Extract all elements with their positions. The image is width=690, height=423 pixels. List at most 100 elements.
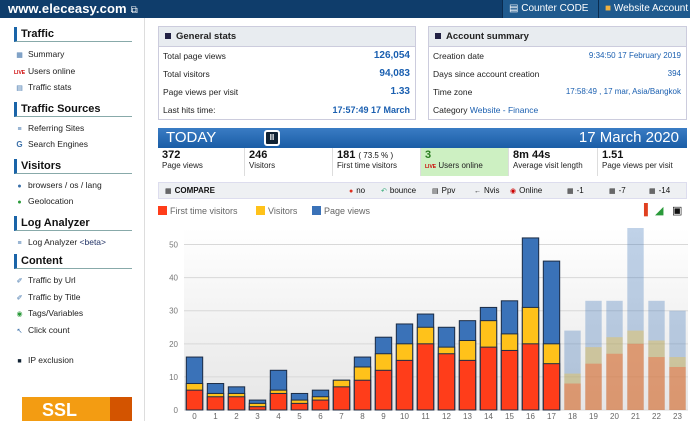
today-label: TODAY [166,129,217,146]
kpi-value: 181 [337,149,356,161]
sidebar-item-log-analyzer[interactable]: ≡ Log Analyzer <beta> [14,234,144,251]
compare-label: ▦ COMPARE [165,183,215,198]
website-account-label: Website Account [613,3,689,14]
sidebar-section-content: Content [14,254,132,269]
x-tick-label: 22 [652,412,661,421]
sidebar-item-traffic-by-title[interactable]: ✐ Traffic by Title [14,289,144,306]
legend-swatch [158,206,167,215]
compare-option-minus-7[interactable]: ▦ -7 [609,183,626,198]
sidebar-item-search-engines[interactable]: G Search Engines [14,136,144,153]
kpi-value: 8m 44s [513,149,551,161]
y-tick-label: 0 [174,406,179,415]
kpi-label: First time visitors [337,161,397,170]
bar [564,330,581,410]
account-label: Category [433,105,468,115]
compare-option-no[interactable]: ● no [349,183,365,198]
click-icon: ↖ [16,327,23,335]
account-value: 9:34:50 17 February 2019 [588,51,681,60]
sidebar-item-referring-sites[interactable]: ≡ Referring Sites [14,120,144,137]
kpi-users-online[interactable]: 3 LIVE Users online [421,148,509,176]
counter-code-button[interactable]: ▤ Counter CODE [502,0,598,18]
tag-icon: ◉ [16,311,23,318]
x-tick-label: 14 [484,412,493,421]
stats-icon: ▤ [16,85,23,92]
legend-label: First time visitors [170,206,238,216]
x-tick-label: 5 [297,412,302,421]
link-icon: ✐ [16,278,23,285]
kpi-value: 1.51 [602,149,624,161]
ssl-text: SSL [42,400,78,420]
sidebar-item-geolocation[interactable]: ● Geolocation [14,193,144,210]
sidebar-item-traffic-by-url[interactable]: ✐ Traffic by Url [14,272,144,289]
sidebar-item-browsers[interactable]: ● browsers / os / lang [14,177,144,194]
site-title[interactable]: www.eleceasy.com ⧉ [8,1,138,16]
legend-page-views[interactable]: Page views [312,206,370,216]
compare-icon: ▦ [165,188,172,195]
panel-square-icon [165,33,171,39]
legend-visitors[interactable]: Visitors [256,206,297,216]
x-tick-label: 2 [234,412,239,421]
referring-icon: ≡ [17,125,22,133]
account-summary-title-text: Account summary [446,31,529,42]
compare-label-text: COMPARE [174,186,215,195]
bar [648,340,665,410]
legend-swatch [312,206,321,215]
x-tick-label: 23 [673,412,682,421]
bar [564,383,581,410]
stat-row: Total visitors 94,083 [159,65,415,83]
stat-value: 94,083 [379,68,410,79]
kpi-value: 246 [249,149,268,161]
compare-option-ppv[interactable]: ▤ Ppv [432,183,455,198]
y-tick-label: 20 [169,340,178,349]
bounce-icon: ↶ [381,188,387,195]
bar [395,359,414,411]
kpi-label: Page views per visit [602,161,673,170]
sidebar-item-tags-variables[interactable]: ◉ Tags/Variables [14,305,144,322]
compare-option-minus-14[interactable]: ▦ -14 [649,183,670,198]
legend-first-time-visitors[interactable]: First time visitors [158,206,238,216]
account-label: Creation date [433,51,485,61]
stat-label: Page views per visit [163,87,239,97]
general-stats-title-text: General stats [176,31,237,42]
sidebar-section-log-analyzer: Log Analyzer [14,215,132,231]
sidebar-item-users-online[interactable]: LIVE Users online [14,63,144,80]
chart-plot-area [184,228,688,410]
x-tick-label: 20 [610,412,619,421]
x-tick-label: 19 [589,412,598,421]
x-tick-label: 12 [442,412,451,421]
compare-option-nvis[interactable]: ← Nvis [474,183,500,198]
stat-row: Page views per visit 1.33 [159,83,415,101]
bar [606,337,623,410]
bar-chart-icon[interactable]: ▐ [640,204,648,216]
x-tick-label: 13 [463,412,472,421]
bar [606,300,623,410]
x-tick-label: 11 [421,412,430,421]
pause-icon[interactable]: II [264,130,280,146]
area-chart-icon[interactable]: ◢ [655,205,664,217]
y-tick-label: 40 [169,274,178,283]
sidebar-item-click-count[interactable]: ↖ Click count [14,322,144,339]
category-link[interactable]: Website - Finance [469,105,539,115]
calendar-icon: ▦ [649,188,656,195]
stat-value: 1.33 [390,86,410,97]
sidebar-item-ip-exclusion[interactable]: ■ IP exclusion [14,352,144,369]
sidebar-item-summary[interactable]: ▦ Summary [14,46,144,63]
compare-option-label: Online [519,186,543,195]
camera-icon[interactable]: ▣ [672,205,683,217]
compare-option-label: Nvis [484,186,500,195]
sidebar-item-label: Tags/Variables [28,308,84,318]
code-icon: ▤ [509,3,519,14]
sidebar-item-label: Traffic by Url [28,275,76,285]
compare-option-online[interactable]: ◉ Online [510,183,542,198]
sidebar-item-traffic-stats[interactable]: ▤ Traffic stats [14,79,144,96]
compare-option-minus-1[interactable]: ▦ -1 [567,183,584,198]
x-tick-label: 15 [505,412,514,421]
website-account-button[interactable]: ■ Website Account [598,0,690,18]
account-row: Time zone 17:58:49 , 17 mar, Asia/Bangkok [429,83,686,101]
compare-option-bounce[interactable]: ↶ bounce [381,183,416,198]
compare-option-label: -14 [658,186,671,195]
ssl-banner[interactable]: SSL [22,397,132,421]
external-link-icon[interactable]: ⧉ [130,5,138,16]
beta-badge: <beta> [79,236,107,247]
site-name[interactable]: www.eleceasy.com [8,1,127,16]
